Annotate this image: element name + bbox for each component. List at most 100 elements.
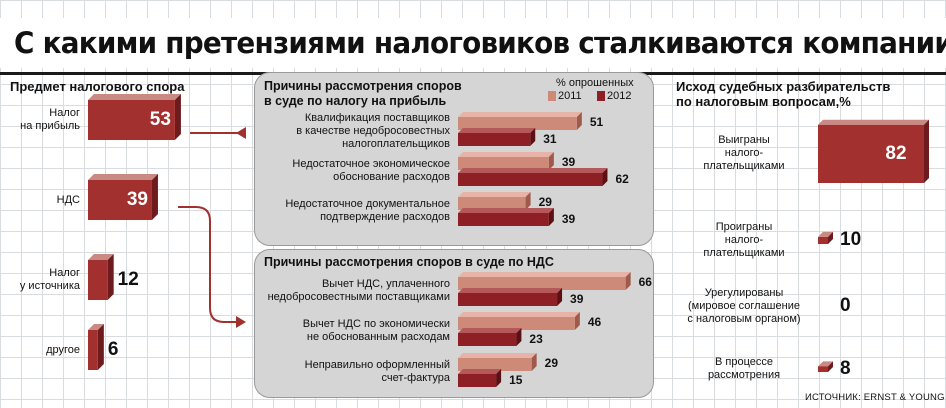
panel2-bar-2011-1-front (458, 317, 575, 330)
subject-bar-2-side (107, 254, 114, 300)
subject-bar-1-front (88, 180, 152, 220)
panel1-bar-2011-1-side (548, 152, 554, 170)
profit-tax-panel (254, 72, 654, 246)
panel1-bar-2011-0-side (576, 112, 582, 130)
panel1-bar-2012-1-front (458, 173, 603, 186)
panel2-bar-2011-1 (458, 312, 580, 330)
panel2-bar-2012-2-top (458, 369, 502, 374)
outcome-bar-3-side (828, 361, 833, 372)
panel2-value-2011-1: 46 (587, 315, 602, 329)
connector-line-vat (178, 206, 238, 323)
subject-bar-3-side (97, 324, 104, 370)
outcome-value-label-0: 82 (885, 142, 907, 164)
subject-bar-3-top (88, 324, 104, 330)
panel1-bar-2011-2-side (525, 192, 531, 210)
panel1-bar-2012-0-top (458, 128, 536, 133)
outcome-value-label-2: 0 (840, 295, 851, 316)
panel2-bar-2011-1-top (458, 312, 580, 317)
panel2-value-2012-2: 15 (509, 373, 523, 387)
panel1-value-2011-2: 29 (538, 195, 552, 209)
panel1-category-label-2: Недостаточное документальное подтвержден… (285, 198, 450, 223)
title-background (0, 18, 946, 68)
panel2-bar-2012-1-side (516, 328, 522, 346)
outcome-category-label-0: Выиграны налого- плательщиками (703, 134, 785, 173)
outcome-bar-0 (818, 119, 929, 183)
outcome-value-label-3: 8 (840, 358, 851, 380)
legend-label-2011: 2011 (558, 90, 582, 102)
subject-bar-1 (88, 174, 158, 220)
panel1-bar-2011-0 (458, 112, 582, 130)
source-note: ИСТОЧНИК: ERNST & YOUNG (805, 392, 945, 403)
profit-tax-panel-title: Причины рассмотрения споров в суде по на… (264, 79, 462, 108)
panel2-category-label-1: Вычет НДС по экономически не обоснованны… (302, 318, 450, 343)
subject-value-label-3: 6 (107, 339, 119, 360)
outcome-value-label-1: 10 (840, 229, 862, 251)
subject-value-label-1: 39 (126, 189, 148, 210)
panel2-bar-2012-2 (458, 369, 502, 387)
legend-label-2012: 2012 (607, 90, 632, 102)
panel1-value-2012-0: 31 (543, 132, 557, 146)
panel2-category-label-2: Неправильно оформленный счет-фактура (304, 359, 450, 384)
subject-bar-2-top (88, 254, 114, 260)
panel2-bar-2012-2-side (496, 369, 502, 387)
panel2-value-2011-2: 29 (544, 356, 559, 370)
panel2-bar-2012-0-front (458, 293, 558, 306)
subject-bar-3 (88, 324, 104, 370)
panel1-bar-2012-1 (458, 168, 608, 186)
panel1-bar-2011-2-top (458, 192, 531, 197)
vat-panel (254, 249, 654, 398)
connector-arrowhead-profit (236, 127, 246, 139)
panel2-bar-2011-0-top (458, 272, 631, 277)
panel2-bar-2011-0 (458, 272, 631, 290)
subject-bar-0-top (88, 94, 181, 100)
outcome-bar-1 (818, 231, 833, 244)
outcome-chart-title: Исход судебных разбирательств по налогов… (676, 79, 891, 109)
panel1-value-2011-1: 39 (561, 155, 576, 169)
legend-swatch-2011 (548, 91, 556, 101)
panel1-bar-2012-0-side (530, 128, 536, 146)
panel1-bar-2011-1-front (458, 157, 549, 170)
panel1-bar-2012-2-top (458, 208, 554, 213)
panel1-bar-2012-1-side (602, 168, 608, 186)
subject-bar-1-side (151, 174, 158, 220)
legend-swatch-2012 (597, 91, 605, 101)
panel2-bar-2012-1-top (458, 328, 522, 333)
subject-bar-2 (88, 254, 114, 300)
outcome-bar-3-front (818, 366, 828, 372)
outcome-category-label-1: Проиграны налого- плательщиками (703, 220, 785, 259)
outcome-category-label-2: Урегулированы (мировое соглашение с нало… (687, 286, 801, 325)
panel2-bar-2011-2-front (458, 358, 532, 371)
subject-category-label-2: Налог у источника (19, 267, 80, 292)
subject-bar-1-top (88, 174, 158, 180)
panel1-value-2012-2: 39 (561, 212, 576, 226)
subject-value-label-2: 12 (117, 269, 139, 290)
panel1-bar-2011-1 (458, 152, 554, 170)
panel2-bar-2011-2-side (531, 353, 537, 371)
subject-category-label-3: другое (46, 343, 80, 356)
page-title: С какими претензиями налоговиков сталкив… (14, 26, 946, 60)
subject-value-label-0: 53 (149, 109, 171, 130)
outcome-bar-0-front (818, 124, 924, 183)
outcome-category-label-3: В процессе рассмотрения (707, 356, 781, 382)
panel2-value-2012-1: 23 (529, 332, 543, 346)
panel1-bar-2011-2 (458, 192, 531, 210)
panel2-bar-2012-1-front (458, 333, 517, 346)
panel2-bar-2012-2-front (458, 374, 497, 387)
panel2-value-2012-0: 39 (570, 292, 584, 306)
subject-bar-3-front (88, 330, 98, 370)
outcome-bar-3 (818, 361, 833, 372)
panel1-bar-2012-0 (458, 128, 536, 146)
panel1-bar-2011-2-front (458, 197, 526, 210)
panel1-bar-2012-2-front (458, 213, 549, 226)
panel1-bar-2011-1-top (458, 152, 554, 157)
panel2-bar-2011-2 (458, 353, 537, 371)
panel1-bar-2012-2-side (548, 208, 554, 226)
panel1-value-2011-0: 51 (589, 115, 604, 129)
panel2-bar-2011-1-side (574, 312, 580, 330)
subject-chart-title: Предмет налогового спора (10, 79, 185, 94)
subject-bar-0-front (88, 100, 175, 140)
panel2-category-label-0: Вычет НДС, уплаченного недобросовестными… (267, 278, 450, 303)
outcome-bar-1-side (828, 231, 833, 244)
outcome-bar-0-side (924, 119, 929, 183)
legend-title: % опрошенных (556, 77, 634, 89)
